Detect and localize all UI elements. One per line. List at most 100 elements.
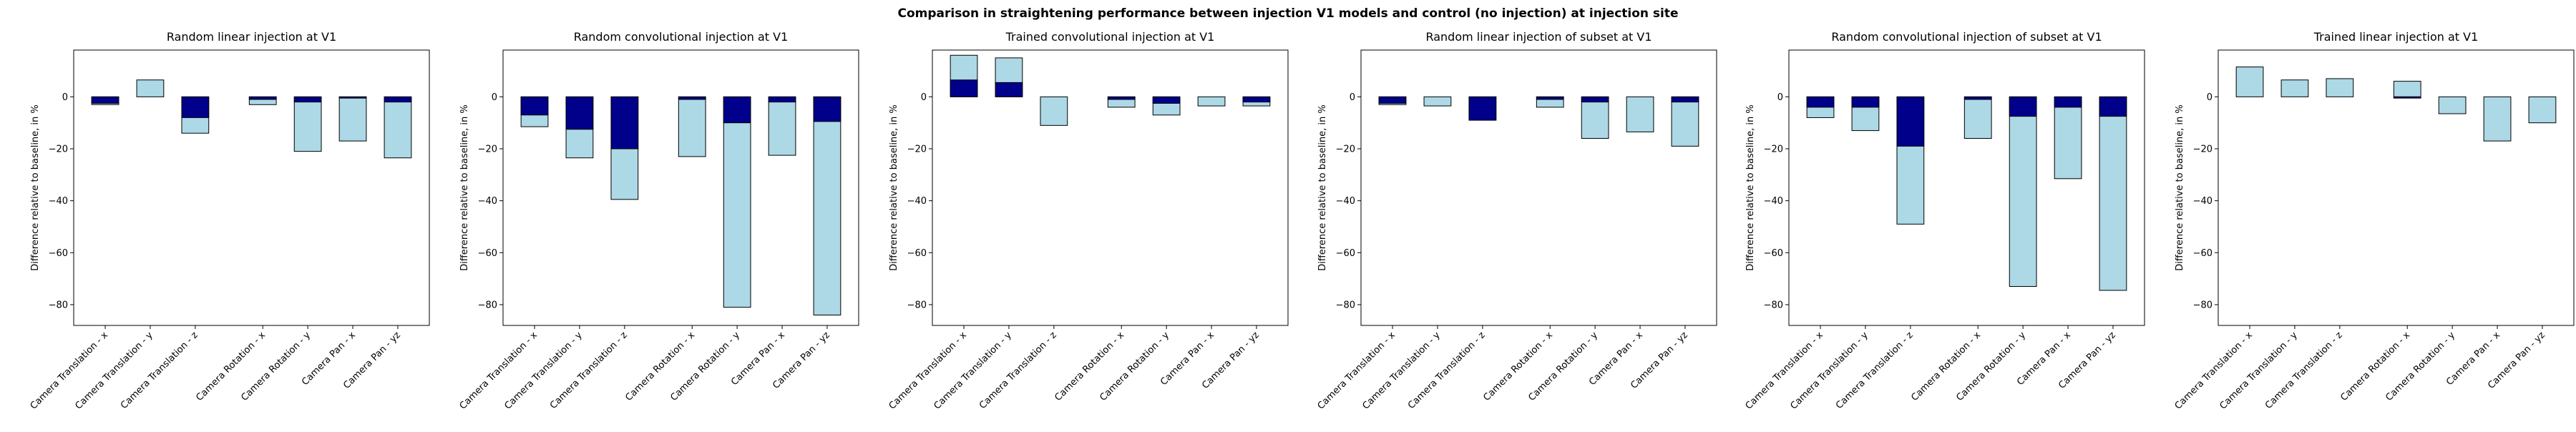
chart-2-ylabel: Difference relative to baseline, in % (459, 104, 470, 271)
chart-5-ylabel: Difference relative to baseline, in % (1745, 104, 1756, 271)
chart-4-ytick-label: 0 (1350, 92, 1355, 103)
chart-5-bar-dark (2054, 96, 2082, 108)
chart-3-bar-dark (1152, 96, 1181, 104)
chart-1-ytick-label: −40 (49, 196, 68, 207)
chart-5-ytick-label: −80 (1764, 300, 1783, 310)
chart-5-ytick-label: −60 (1764, 248, 1783, 259)
chart-6-ytick-label: −40 (2193, 196, 2212, 207)
chart-1-title: Random linear injection at V1 (167, 30, 336, 44)
chart-5-xtick-label: Camera Translation - x (1744, 330, 1826, 412)
chart-1-bar-dark (338, 96, 367, 99)
chart-4-ytick-label: −40 (1336, 196, 1355, 207)
chart-5-bar-light (1963, 96, 1992, 139)
chart-3-bar-light (1197, 96, 1226, 107)
chart-1-ytick-label: 0 (62, 92, 68, 103)
chart-1-bar-dark (384, 96, 412, 103)
chart-3-title: Trained convolutional injection at V1 (1005, 30, 1215, 44)
chart-2-ytick-label: −20 (478, 144, 497, 155)
chart-5-bar-dark (1806, 96, 1835, 108)
chart-3-bar-dark (950, 79, 978, 97)
chart-6-ylabel: Difference relative to baseline, in % (2175, 104, 2185, 271)
chart-1-bar-light (293, 96, 322, 152)
chart-4-title: Random linear injection of subset at V1 (1425, 30, 1652, 44)
chart-3-bar-dark (995, 82, 1023, 97)
chart-2-bar-light (723, 96, 751, 308)
chart-1-ylabel: Difference relative to baseline, in % (30, 104, 41, 271)
chart-4-xtick-label: Camera Translation - x (1316, 330, 1398, 412)
chart-6-bar-light (2438, 96, 2467, 114)
chart-2-bar-light (813, 96, 841, 315)
chart-2-bar-dark (723, 96, 751, 124)
chart-2-bar-dark (813, 96, 841, 122)
chart-4-bar-dark (1468, 96, 1497, 121)
chart-5-bar-dark (2099, 96, 2127, 117)
chart-3-ytick-label: −20 (907, 144, 927, 155)
chart-4-bar-light (1423, 96, 1452, 107)
chart-1-ytick-label: −80 (49, 300, 68, 310)
chart-6-ytick-label: −80 (2193, 300, 2212, 310)
chart-5-ytick-label: −20 (1764, 144, 1783, 155)
chart-4-axes-frame (1360, 49, 1717, 326)
chart-1-bar-dark (248, 96, 277, 100)
chart-5-xtick-label: Camera Translation - z (1834, 330, 1916, 411)
chart-3-bar-dark (1107, 96, 1136, 100)
chart-6-bar-light (2393, 81, 2421, 97)
chart-5-bar-light (2099, 96, 2127, 291)
chart-6-ytick-label: −20 (2193, 144, 2212, 155)
chart-6-bar-light (2483, 96, 2512, 142)
chart-3-axes-frame (932, 49, 1289, 326)
chart-2-axes-frame (502, 49, 859, 326)
figure-suptitle: Comparison in straightening performance … (897, 6, 1679, 21)
chart-6-bar-light (2528, 96, 2557, 124)
chart-3-xtick-label: Camera Translation - y (932, 330, 1014, 412)
chart-2-ytick-label: 0 (492, 92, 497, 103)
chart-1-bar-dark (91, 96, 119, 104)
chart-4-xtick-label: Camera Translation - y (1360, 330, 1443, 412)
chart-4-bar-dark (1671, 96, 1699, 103)
chart-1-ytick-label: −20 (49, 144, 68, 155)
chart-4-ylabel: Difference relative to baseline, in % (1317, 104, 1328, 271)
chart-5-bar-dark (2009, 96, 2037, 117)
chart-3-bar-light (1040, 96, 1068, 126)
chart-1-axes-frame (73, 49, 430, 326)
chart-4-bar-light (1671, 96, 1699, 147)
chart-5-ytick-label: −40 (1764, 196, 1783, 207)
chart-3-ytick-label: 0 (921, 92, 927, 103)
chart-2-bar-dark (565, 96, 594, 130)
chart-2-xtick-label: Camera Translation - y (502, 330, 585, 412)
chart-1-bar-dark (181, 96, 210, 118)
chart-6-xtick-label: Camera Translation - z (2263, 330, 2345, 411)
chart-2-ytick-label: −80 (478, 300, 497, 310)
chart-2-xtick-label: Camera Translation - x (458, 330, 540, 412)
chart-4-ytick-label: −80 (1336, 300, 1355, 310)
chart-2-xtick-label: Camera Translation - z (548, 330, 630, 411)
chart-3-ylabel: Difference relative to baseline, in % (889, 104, 899, 271)
chart-2-ytick-label: −40 (478, 196, 497, 207)
chart-4-ytick-label: −20 (1336, 144, 1355, 155)
chart-3-xtick-label: Camera Translation - z (977, 330, 1059, 411)
chart-6-title: Trained linear injection at V1 (2313, 30, 2479, 44)
chart-4-xtick-label: Camera Translation - z (1406, 330, 1488, 411)
chart-1-bar-dark (293, 96, 322, 103)
chart-4-bar-dark (1378, 96, 1407, 104)
chart-4-bar-dark (1536, 96, 1564, 100)
chart-1-bar-light (384, 96, 412, 159)
chart-3-ytick-label: −80 (907, 300, 927, 310)
chart-3-ytick-label: −60 (907, 248, 927, 259)
chart-4-bar-light (1581, 96, 1609, 139)
chart-1-ytick-label: −60 (49, 248, 68, 259)
chart-5-axes-frame (1788, 49, 2145, 326)
chart-1-bar-light (136, 79, 165, 97)
chart-5-bar-light (2054, 96, 2082, 180)
chart-2-bar-light (768, 96, 796, 156)
chart-5-title: Random convolutional injection of subset… (1831, 30, 2102, 44)
chart-2-title: Random convolutional injection at V1 (574, 30, 789, 44)
chart-4-bar-light (1626, 96, 1654, 132)
chart-1-bar-light (338, 96, 367, 142)
chart-1-xtick-label: Camera Translation - y (73, 330, 155, 412)
chart-5-bar-dark (1963, 96, 1992, 100)
chart-6-bar-dark (2393, 96, 2421, 99)
chart-6-xtick-label: Camera Translation - y (2218, 330, 2300, 412)
